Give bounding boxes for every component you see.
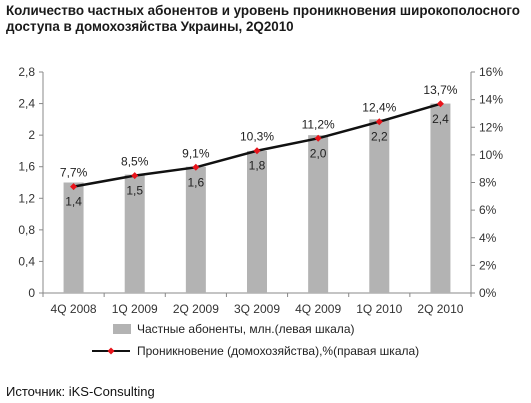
bar-data-label: 1,5 [126, 184, 143, 198]
bar-data-label: 2,2 [371, 130, 388, 144]
right-tick-label: 4% [479, 231, 497, 245]
bar [124, 174, 145, 293]
right-tick-label: 8% [479, 176, 497, 190]
line-marker [253, 147, 261, 155]
left-tick-label: 2,4 [18, 97, 35, 111]
bar [185, 166, 206, 293]
penetration-data-label: 10,3% [240, 130, 274, 144]
line-marker [192, 163, 200, 171]
right-tick-label: 14% [479, 93, 503, 107]
legend-line-label: Проникновение (домохозяйства),%(правая ш… [137, 344, 419, 358]
legend-bar-swatch [113, 324, 131, 334]
bar-data-label: 2,0 [310, 146, 327, 160]
penetration-data-label: 9,1% [182, 146, 210, 160]
line-marker [70, 183, 78, 191]
left-tick-label: 2,8 [18, 65, 35, 79]
legend-line-marker [107, 347, 115, 355]
right-tick-label: 6% [479, 203, 497, 217]
line-marker [314, 134, 322, 142]
bar-data-label: 1,8 [249, 159, 266, 173]
bar [247, 150, 267, 293]
penetration-data-label: 11,2% [302, 117, 335, 131]
bar-data-label: 1,6 [188, 175, 205, 189]
right-tick-label: 0% [479, 286, 497, 300]
legend-bar-label: Частные абоненты, млн.(левая шкала) [137, 322, 354, 336]
left-tick-label: 1,2 [18, 191, 35, 205]
x-tick-label: 2Q 2009 [173, 302, 219, 316]
penetration-data-label: 13,7% [423, 83, 457, 97]
x-tick-label: 3Q 2009 [234, 302, 280, 316]
right-tick-label: 12% [479, 120, 503, 134]
bar-data-label: 2,4 [432, 112, 449, 126]
bar-data-label: 1,4 [65, 195, 82, 209]
x-tick-label: 4Q 2008 [51, 302, 97, 316]
penetration-data-label: 12,4% [362, 101, 396, 115]
penetration-data-label: 7,7% [60, 166, 88, 180]
penetration-data-label: 8,5% [121, 155, 149, 169]
left-tick-label: 2 [28, 128, 35, 142]
x-tick-label: 1Q 2010 [356, 302, 402, 316]
bar [308, 135, 329, 293]
line-marker [131, 172, 139, 180]
right-tick-label: 2% [479, 258, 497, 272]
right-tick-label: 10% [479, 148, 503, 162]
line-marker [436, 100, 444, 108]
chart-title: Количество частных абонентов и уровень п… [6, 3, 520, 34]
bar [369, 119, 390, 293]
source-note: Источник: iKS-Consulting [6, 384, 155, 399]
line-marker [375, 118, 383, 126]
left-tick-label: 0,4 [18, 254, 35, 268]
left-tick-label: 0,8 [18, 223, 35, 237]
bar [63, 182, 84, 293]
bar [430, 103, 451, 293]
x-tick-label: 1Q 2009 [112, 302, 158, 316]
x-tick-label: 2Q 2010 [417, 302, 463, 316]
left-tick-label: 0 [28, 286, 35, 300]
left-tick-label: 1,6 [18, 160, 35, 174]
right-tick-label: 16% [479, 65, 503, 79]
x-tick-label: 4Q 2009 [295, 302, 341, 316]
